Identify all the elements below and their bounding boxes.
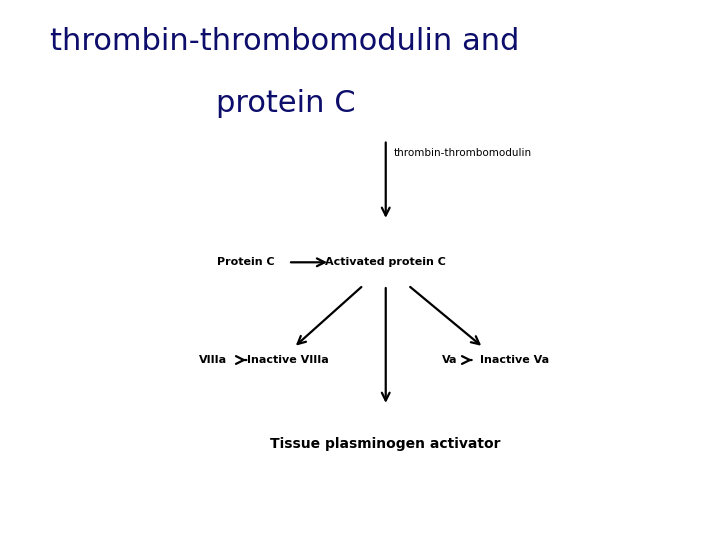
Text: Tissue plasminogen activator: Tissue plasminogen activator — [271, 437, 501, 451]
Text: Inactive VIIIa: Inactive VIIIa — [247, 355, 329, 365]
Text: thrombin-thrombomodulin: thrombin-thrombomodulin — [394, 148, 532, 158]
Text: VIIIa: VIIIa — [199, 355, 227, 365]
Text: Protein C: Protein C — [217, 257, 275, 267]
Text: Va: Va — [442, 355, 458, 365]
Text: Inactive Va: Inactive Va — [480, 355, 549, 365]
Text: thrombin-thrombomodulin and: thrombin-thrombomodulin and — [50, 27, 520, 56]
Text: Activated protein C: Activated protein C — [325, 257, 446, 267]
Text: protein C: protein C — [216, 89, 356, 118]
